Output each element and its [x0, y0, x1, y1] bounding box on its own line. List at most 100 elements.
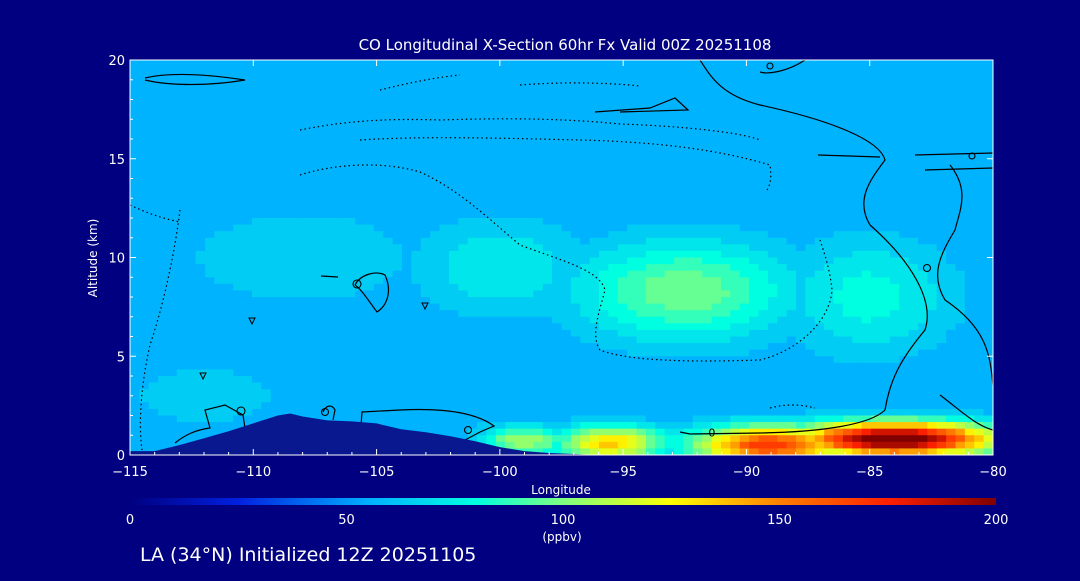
field-cell	[861, 349, 872, 357]
field-cell	[430, 310, 441, 318]
field-cell	[355, 86, 366, 94]
field-cell	[533, 132, 544, 140]
field-cell	[505, 422, 516, 430]
field-cell	[467, 218, 478, 226]
field-cell	[195, 106, 206, 114]
field-cell	[861, 152, 872, 160]
field-cell	[439, 158, 450, 166]
field-cell	[636, 323, 647, 331]
field-cell	[730, 112, 741, 120]
field-cell	[871, 435, 882, 443]
field-cell	[402, 303, 413, 311]
field-cell	[195, 316, 206, 324]
field-cell	[176, 297, 187, 305]
field-cell	[786, 389, 797, 397]
field-cell	[308, 132, 319, 140]
field-cell	[739, 277, 750, 285]
field-cell	[899, 343, 910, 351]
field-cell	[326, 79, 337, 87]
field-cell	[186, 224, 197, 232]
field-cell	[861, 125, 872, 134]
field-cell	[336, 310, 347, 318]
field-cell	[298, 191, 309, 199]
field-cell	[552, 264, 563, 272]
field-cell	[730, 428, 741, 436]
field-cell	[373, 297, 384, 305]
field-cell	[683, 257, 694, 265]
field-cell	[336, 66, 347, 74]
field-cell	[430, 60, 441, 68]
field-cell	[796, 283, 806, 292]
field-cell	[796, 376, 806, 384]
field-cell	[167, 277, 178, 285]
field-cell	[495, 408, 506, 417]
field-cell	[758, 204, 769, 213]
field-cell	[158, 415, 169, 423]
field-cell	[589, 329, 600, 338]
field-cell	[514, 336, 525, 344]
field-cell	[871, 336, 882, 344]
field-cell	[261, 376, 272, 384]
field-cell	[195, 422, 206, 430]
field-cell	[383, 395, 394, 403]
field-cell	[298, 257, 309, 265]
field-cell	[158, 336, 169, 344]
field-cell	[495, 349, 506, 357]
field-cell	[655, 119, 666, 127]
field-cell	[861, 270, 872, 278]
field-cell	[561, 244, 572, 252]
field-cell	[655, 106, 666, 114]
field-cell	[871, 79, 882, 87]
field-cell	[674, 448, 685, 455]
field-cell	[683, 250, 694, 259]
field-cell	[636, 329, 647, 338]
field-cell	[814, 132, 825, 140]
field-cell	[561, 191, 572, 199]
field-cell	[176, 171, 187, 180]
field-cell	[645, 270, 656, 278]
field-cell	[833, 119, 844, 127]
field-cell	[523, 224, 534, 232]
field-cell	[786, 158, 797, 166]
field-cell	[552, 343, 563, 351]
field-cell	[439, 316, 450, 324]
field-cell	[852, 264, 863, 272]
field-cell	[730, 60, 741, 68]
field-cell	[158, 244, 169, 252]
field-cell	[148, 362, 159, 371]
field-cell	[861, 310, 872, 318]
field-cell	[383, 303, 394, 311]
field-cell	[842, 323, 853, 331]
field-cell	[514, 145, 525, 153]
field-cell	[627, 362, 638, 371]
field-cell	[523, 323, 534, 331]
field-cell	[861, 257, 872, 265]
field-cell	[627, 297, 638, 305]
field-cell	[317, 231, 328, 239]
field-cell	[702, 448, 713, 455]
field-cell	[186, 139, 197, 147]
field-cell	[739, 231, 750, 239]
field-cell	[833, 257, 844, 265]
field-cell	[411, 376, 422, 384]
field-cell	[702, 106, 713, 114]
field-cell	[270, 310, 281, 318]
field-cell	[298, 152, 309, 160]
field-cell	[767, 92, 778, 101]
field-cell	[486, 165, 497, 173]
field-cell	[767, 323, 778, 331]
field-cell	[767, 79, 778, 87]
field-cell	[158, 204, 169, 213]
field-cell	[308, 316, 319, 324]
field-cell	[758, 270, 769, 278]
field-cell	[683, 310, 694, 318]
field-cell	[214, 86, 225, 94]
field-cell	[326, 139, 337, 147]
field-cell	[505, 362, 516, 371]
field-cell	[448, 92, 459, 101]
field-cell	[542, 270, 553, 278]
field-cell	[477, 60, 488, 68]
field-cell	[392, 204, 403, 213]
field-cell	[251, 415, 262, 423]
field-cell	[852, 257, 863, 265]
